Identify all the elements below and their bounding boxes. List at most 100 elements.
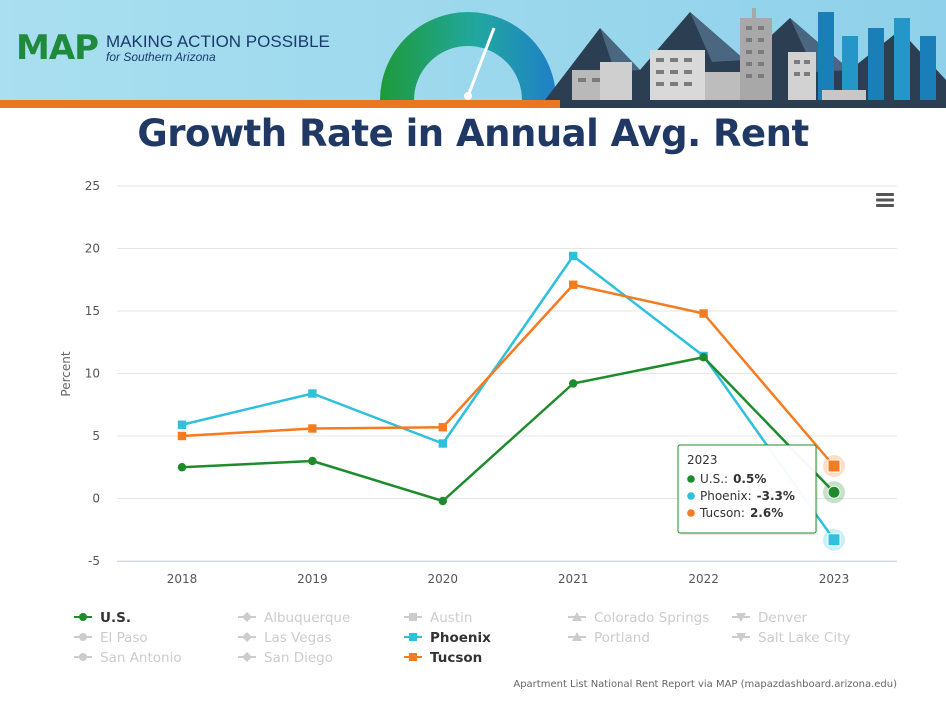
point-phoenix-2020 — [438, 439, 447, 448]
header-banner: MAP MAKING ACTION POSSIBLE for Southern … — [0, 0, 946, 108]
y-tick-label: 0 — [92, 492, 100, 506]
x-tick-label: 2020 — [428, 572, 459, 586]
point-u-s-2021 — [569, 379, 578, 388]
legend-item-las-vegas[interactable]: Las Vegas — [238, 630, 332, 646]
x-tick-label: 2023 — [819, 572, 850, 586]
legend-item-phoenix[interactable]: Phoenix — [404, 630, 491, 646]
legend-marker — [79, 653, 87, 661]
legend-label: San Antonio — [100, 650, 182, 666]
series-line-u-s — [181, 356, 835, 503]
point-tucson-2023 — [827, 459, 841, 473]
legend-label: Portland — [594, 630, 650, 646]
point-u-s-2023 — [827, 485, 841, 499]
legend-label: Austin — [430, 610, 472, 626]
point-phoenix-2023 — [827, 533, 841, 547]
legend-label: Denver — [758, 610, 808, 626]
point-tucson-2020 — [438, 423, 447, 432]
legend-marker — [736, 613, 746, 622]
legend-item-colorado-springs[interactable]: Colorado Springs — [568, 610, 709, 626]
series-tucson — [177, 280, 845, 477]
x-tick-label: 2018 — [167, 572, 198, 586]
series-line-tucson — [181, 283, 835, 467]
legend-label: San Diego — [264, 650, 333, 666]
series-u-s — [177, 353, 845, 506]
legend-item-salt-lake-city[interactable]: Salt Lake City — [732, 630, 850, 646]
y-tick-label: -5 — [88, 554, 100, 568]
chart-credit: Apartment List National Rent Report via … — [513, 679, 897, 690]
legend-label: U.S. — [100, 610, 131, 626]
x-tick-label: 2021 — [558, 572, 589, 586]
legend-item-denver[interactable]: Denver — [732, 610, 808, 626]
y-tick-label: 5 — [92, 429, 100, 443]
brand-tagline: MAKING ACTION POSSIBLE — [106, 32, 330, 51]
skyline-illustration — [0, 0, 946, 108]
legend-marker — [572, 632, 582, 641]
legend-marker — [409, 653, 417, 661]
tooltip-value: 2.6% — [750, 506, 783, 520]
tooltip-dot — [687, 509, 695, 517]
legend-label: Salt Lake City — [758, 630, 850, 646]
legend-label: El Paso — [100, 630, 148, 646]
legend-label: Phoenix — [430, 630, 491, 646]
grid — [117, 185, 897, 562]
legend-label: Tucson — [430, 650, 482, 666]
x-tick-label: 2019 — [297, 572, 328, 586]
series-phoenix — [177, 251, 845, 551]
legend-label: Colorado Springs — [594, 610, 709, 626]
point-phoenix-2018 — [177, 420, 187, 429]
point-phoenix-2021 — [569, 251, 578, 261]
legend-label: Albuquerque — [264, 610, 350, 626]
series-layer — [177, 251, 845, 551]
point-tucson-2021 — [569, 280, 578, 289]
legend-marker — [79, 633, 87, 641]
tooltip-header: 2023 — [687, 453, 718, 467]
y-axis: -5 0 5 10 15 20 25 — [85, 179, 100, 568]
legend-item-san-diego[interactable]: San Diego — [238, 650, 333, 666]
tooltip-label: Tucson: — [699, 506, 745, 520]
x-axis: 2018 2019 2020 2021 2022 2023 — [167, 572, 850, 586]
legend-item-portland[interactable]: Portland — [568, 630, 650, 646]
series-line-phoenix — [181, 254, 836, 541]
y-tick-label: 20 — [85, 242, 100, 256]
legend-item-tucson[interactable]: Tucson — [404, 650, 482, 666]
legend-marker — [736, 633, 746, 642]
tooltip-dot — [687, 492, 695, 500]
legend-item-austin[interactable]: Austin — [404, 610, 472, 626]
slide-title: Growth Rate in Annual Avg. Rent — [137, 112, 809, 155]
y-axis-title: Percent — [59, 351, 73, 396]
tooltip-value: 0.5% — [733, 472, 766, 486]
legend-item-u-s[interactable]: U.S. — [74, 610, 131, 626]
legend: U.S. Albuquerque Austin Colorado Springs Den… — [74, 610, 850, 666]
point-tucson-2019 — [308, 424, 317, 433]
point-tucson-2022 — [699, 309, 708, 318]
y-tick-label: 10 — [85, 367, 100, 381]
tooltip-label: U.S.: — [700, 472, 728, 486]
legend-marker — [79, 613, 87, 621]
brand-subtagline: for Southern Arizona — [106, 50, 216, 64]
point-phoenix-2019 — [308, 389, 317, 398]
point-u-s-2019 — [308, 456, 317, 466]
legend-marker — [572, 612, 582, 621]
tooltip-label: Phoenix: — [700, 489, 752, 503]
x-tick-label: 2022 — [688, 572, 719, 586]
tooltip-box — [677, 444, 817, 534]
point-u-s-2020 — [438, 496, 447, 506]
hamburger-menu-icon[interactable] — [874, 190, 896, 210]
legend-marker — [409, 613, 417, 621]
tooltip-value: -3.3% — [757, 489, 795, 503]
y-tick-label: 25 — [85, 179, 100, 193]
legend-item-el-paso[interactable]: El Paso — [74, 630, 148, 646]
tooltip-dot — [687, 475, 695, 483]
legend-item-albuquerque[interactable]: Albuquerque — [238, 610, 350, 626]
map-logo: MAP — [16, 28, 99, 68]
legend-marker — [242, 612, 252, 622]
legend-item-san-antonio[interactable]: San Antonio — [74, 650, 182, 666]
point-u-s-2022 — [699, 353, 708, 362]
point-tucson-2018 — [177, 431, 187, 441]
legend-marker — [242, 652, 252, 662]
legend-marker — [409, 633, 417, 641]
legend-label: Las Vegas — [264, 630, 332, 646]
point-u-s-2018 — [177, 463, 187, 472]
y-tick-label: 15 — [85, 304, 100, 318]
